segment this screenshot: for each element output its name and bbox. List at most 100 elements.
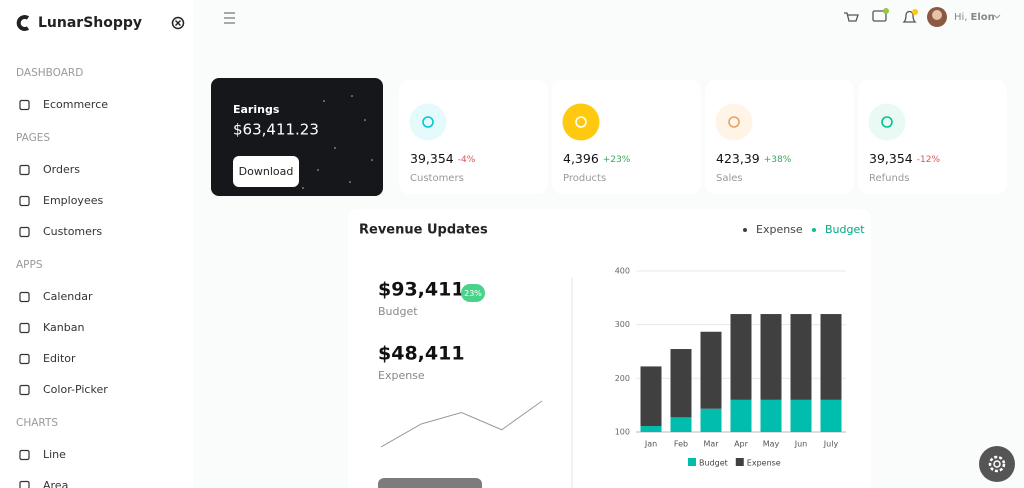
bar-segment — [790, 314, 812, 400]
legend-swatch — [735, 458, 744, 466]
stat-icon — [409, 103, 447, 141]
settings-gear-hub — [993, 460, 1001, 468]
sidebar-menu: DASHBOARD Ecommerce PAGES Orders Employees Cu… — [16, 67, 108, 488]
user-caret — [993, 14, 1001, 19]
x-tick-label: May — [763, 440, 780, 449]
stars — [302, 95, 373, 189]
stat-value: 4,396 — [563, 151, 599, 166]
legend-dot — [743, 228, 747, 232]
x-tick-label: Jan — [644, 440, 657, 449]
menu-icon — [19, 291, 30, 303]
x-tick-label: July — [823, 440, 839, 449]
section-title: PAGES — [16, 132, 50, 144]
logo-icon — [16, 15, 30, 31]
menu-icon — [19, 164, 30, 176]
menu-item[interactable]: Editor — [43, 352, 76, 365]
stat-change: +38% — [764, 155, 792, 165]
y-tick-label: 300 — [615, 320, 630, 329]
menu-toggle[interactable] — [224, 12, 235, 24]
menu-item[interactable]: Customers — [43, 225, 102, 238]
bell-icon[interactable] — [902, 10, 917, 23]
y-tick-label: 100 — [615, 428, 630, 437]
revenue-chart: 100 200 300 400 Jan Feb Mar Apr May Jun July Budget… — [380, 267, 846, 468]
menu-item[interactable]: Calendar — [43, 290, 93, 303]
menu-icon — [19, 353, 30, 365]
menu-item[interactable]: Line — [43, 448, 66, 461]
bell-badge — [912, 9, 918, 15]
expense-label: Expense — [378, 369, 425, 382]
stat-change: +23% — [603, 155, 631, 165]
legend-budget[interactable]: Budget — [825, 223, 865, 236]
budget-label: Budget — [378, 305, 418, 318]
legend-dot — [812, 228, 816, 232]
legend-expense[interactable]: Expense — [756, 223, 803, 236]
menu-icon — [19, 449, 30, 461]
menu-item[interactable]: Employees — [43, 194, 103, 207]
revenue-title: Revenue Updates — [359, 223, 488, 238]
menu-item[interactable]: Ecommerce — [43, 98, 108, 111]
earnings-amount: $63,411.23 — [233, 121, 319, 139]
stat-label: Customers — [410, 173, 464, 184]
cart-icon[interactable] — [844, 12, 859, 22]
budget-amount: $93,411 — [378, 279, 465, 301]
download-button[interactable] — [233, 156, 299, 187]
sparkline — [380, 400, 543, 448]
bar-segment — [700, 331, 722, 409]
earnings-label: Earings — [233, 103, 280, 116]
settings-button[interactable] — [979, 446, 1015, 482]
legend-label[interactable]: Budget — [699, 459, 728, 468]
chat-badge — [883, 8, 889, 14]
bar-segment — [640, 426, 662, 432]
stat-text: 423,39 +38% — [716, 151, 792, 166]
menu-icon — [19, 322, 30, 334]
menu-item[interactable]: Orders — [43, 163, 80, 176]
chat-icon[interactable] — [872, 10, 887, 22]
stat-glyph — [422, 116, 434, 128]
x-tick-label: Apr — [734, 440, 749, 449]
brand[interactable]: LunarShoppy — [38, 15, 142, 31]
stat-label: Products — [563, 173, 606, 184]
menu-item[interactable]: Kanban — [43, 321, 84, 334]
budget-badge — [461, 284, 485, 302]
stat-glyph — [728, 116, 740, 128]
settings-gear — [988, 455, 1006, 473]
bar-segment — [730, 399, 752, 432]
stat-label: Refunds — [869, 173, 909, 184]
greeting: Hi, — [954, 12, 967, 23]
menu-icon — [19, 99, 30, 111]
x-tick-label: Feb — [674, 440, 688, 449]
section-title: CHARTS — [16, 417, 58, 429]
stat-change: -4% — [458, 155, 476, 165]
sidebar — [0, 0, 193, 488]
y-tick-label: 400 — [615, 267, 630, 276]
menu-item[interactable]: Area — [43, 479, 68, 488]
menu-item[interactable]: Color-Picker — [43, 383, 108, 396]
bar-segment — [820, 399, 842, 432]
stat-value: 39,354 — [410, 151, 454, 166]
close-sidebar[interactable] — [171, 16, 185, 30]
bar-segment — [790, 399, 812, 432]
stat-glyph — [881, 116, 893, 128]
download-label: Download — [239, 165, 294, 178]
legend-swatch — [688, 458, 696, 466]
avatar-face — [932, 10, 942, 20]
user-greeting[interactable]: Hi, Elon — [954, 12, 995, 23]
stat-glyph — [575, 116, 587, 128]
stat-icon — [715, 103, 753, 141]
x-tick-label: Mar — [703, 440, 719, 449]
stat-text: 4,396 +23% — [563, 151, 631, 166]
bar-segment — [640, 366, 662, 427]
y-tick-label: 200 — [615, 374, 630, 383]
budget-badge-text: 23% — [464, 289, 482, 298]
stat-text: 39,354 -12% — [869, 151, 940, 166]
section-title: APPS — [16, 259, 43, 271]
stat-value: 423,39 — [716, 151, 760, 166]
bar-segment — [760, 314, 782, 400]
report-button[interactable] — [378, 478, 482, 488]
bar-segment — [700, 408, 722, 432]
bar-segment — [670, 349, 692, 418]
legend-label[interactable]: Expense — [747, 459, 781, 468]
stat-text: 39,354 -4% — [410, 151, 476, 166]
user-name: Elon — [970, 12, 994, 23]
